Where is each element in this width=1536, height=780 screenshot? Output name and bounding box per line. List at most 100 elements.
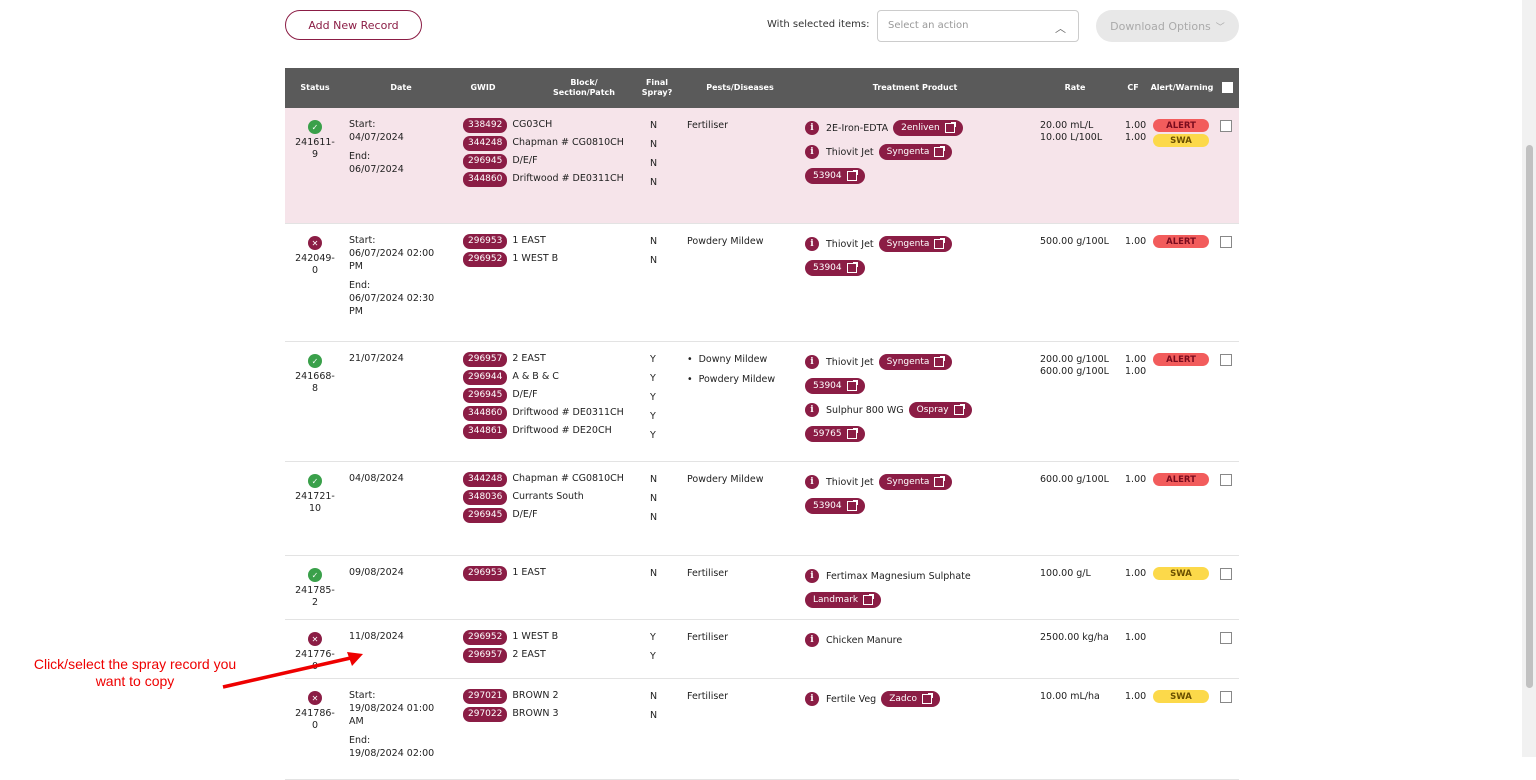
block-name: 1 WEST B [512,631,559,642]
brand-link[interactable]: Syngenta [878,354,953,370]
product-code-link[interactable]: 59765 [805,426,865,442]
row-checkbox[interactable] [1220,236,1232,248]
brand-link[interactable]: Syngenta [878,474,953,490]
info-icon[interactable]: i [805,403,819,417]
table-row[interactable]: ✕ 241786-0 Start: 19/08/2024 01:00 AM End: 19… [285,679,1239,780]
date-line: 04/07/2024 [349,132,404,143]
record-number: 241611-9 [295,137,335,160]
row-checkbox[interactable] [1220,120,1232,132]
scrollbar-thumb[interactable] [1526,145,1533,688]
info-icon[interactable]: i [805,475,819,489]
date-cell: Start: 04/07/2024 End: 06/07/2024 [349,118,449,176]
info-icon[interactable]: i [805,121,819,135]
brand-name: 2enliven [901,123,940,133]
brand-link[interactable]: Syngenta [878,236,953,252]
date-cell: 09/08/2024 [349,566,449,579]
gwid-line: 338492 CG03CH [463,118,638,133]
brand-link[interactable]: Syngenta [878,144,953,160]
date-line: End: [349,151,371,162]
final-spray-value: N [650,493,658,504]
gwid-badge: 296957 [463,352,508,367]
alert-cell: ALERT SWA [1153,119,1213,149]
block-name: Driftwood # DE20CH [512,425,612,436]
gwid-badge: 296945 [463,154,508,169]
final-spray-value: Y [650,392,656,403]
info-icon[interactable]: i [805,145,819,159]
date-line: 09/08/2024 [349,567,404,578]
row-checkbox[interactable] [1220,568,1232,580]
product-code-link[interactable]: 53904 [805,168,865,184]
chevron-up-icon: ︿ [1055,22,1066,35]
table-row[interactable]: ✓ 241668-8 21/07/2024 296957 2 EAST 296944 A &… [285,342,1239,462]
info-icon[interactable]: i [805,633,819,647]
final-spray-value: Y [650,373,656,384]
product-code-link[interactable]: 53904 [805,378,865,394]
external-link-icon [934,356,946,367]
product-code-link[interactable]: 53904 [805,260,865,276]
bulk-action-select[interactable]: Select an action ︿ [877,10,1079,42]
cf-cell: 1.00 [1125,236,1155,248]
treatment-cell: i 2E-Iron-EDTA 2enliven i Thiovit Jet Syngent… [805,118,1035,190]
info-icon[interactable]: i [805,355,819,369]
final-spray-value: Y [650,354,656,365]
gwid-badge: 296952 [463,252,508,267]
table-row[interactable]: ✕ 241776-0 11/08/2024 296952 1 WEST B 296957 2… [285,620,1239,679]
info-icon[interactable]: i [805,692,819,706]
treatment-cell: i Fertile Veg Zadco [805,689,1035,713]
col-final-spray: Final Spray? [641,78,673,97]
block-name: BROWN 3 [512,708,559,719]
cf-value: 1.00 [1125,691,1147,702]
brand-name: Syngenta [886,357,930,367]
brand-link[interactable]: Ospray [908,402,972,418]
download-options-button[interactable]: Download Options ﹀ [1096,10,1239,42]
alert-cell: SWA [1153,567,1213,582]
cf-value: 1.00 [1125,568,1147,579]
gwid-line: 296944 A & B & C [463,370,638,385]
bulk-action-placeholder: Select an action [888,20,969,31]
product-name: 2E-Iron-EDTA [826,122,889,134]
add-new-record-button[interactable]: Add New Record [285,10,422,40]
pests-cell: Fertiliser [687,567,797,587]
row-checkbox[interactable] [1220,691,1232,703]
row-checkbox[interactable] [1220,632,1232,644]
brand-link[interactable]: Zadco [881,691,941,707]
gwid-badge: 296957 [463,648,508,663]
pest-item: Downy Mildew [687,353,797,366]
row-checkbox[interactable] [1220,354,1232,366]
brand-name: Syngenta [886,147,930,157]
brand-link[interactable]: 2enliven [893,120,963,136]
product-code-link[interactable]: Landmark [805,592,882,608]
table-row[interactable]: ✕ 242049-0 Start: 06/07/2024 02:00 PM End: 06… [285,224,1239,342]
product-code-link[interactable]: 53904 [805,498,865,514]
select-all-checkbox[interactable] [1222,82,1233,93]
gwid-badge: 296953 [463,234,508,249]
rate-cell: 10.00 mL/ha [1040,691,1125,703]
download-options-label: Download Options [1110,19,1211,33]
rate-value: 100.00 g/L [1040,568,1091,579]
product-code-line: 53904 [805,166,1035,186]
external-link-icon [922,693,934,704]
info-icon[interactable]: i [805,237,819,251]
status-cell: ✕ 241786-0 [295,691,335,732]
block-name: 1 WEST B [512,253,559,264]
cf-value: 1.00 [1125,354,1147,365]
info-icon[interactable]: i [805,569,819,583]
external-link-icon [846,262,858,273]
gwid-cell: 338492 CG03CH 344248 Chapman # CG0810CH 2969… [463,118,638,190]
product-line: i Thiovit Jet Syngenta [805,142,1035,162]
date-line: 19/08/2024 02:00 [349,748,435,759]
final-spray-value: N [650,474,658,485]
gwid-cell: 296957 2 EAST 296944 A & B & C 296945 D/E/F 34… [463,352,638,442]
date-line: 19/08/2024 01:00 AM [349,703,435,727]
pest-item: Powdery Mildew [687,474,764,485]
row-checkbox[interactable] [1220,474,1232,486]
table-row[interactable]: ✓ 241611-9 Start: 04/07/2024 End: 06/07/2024 3… [285,108,1239,224]
gwid-badge: 296952 [463,630,508,645]
table-row[interactable]: ✓ 241785-2 09/08/2024 296953 1 EAST N Fertilis… [285,556,1239,620]
table-row[interactable]: ✓ 241721-10 04/08/2024 344248 Chapman # CG08… [285,462,1239,556]
gwid-badge: 344860 [463,406,508,421]
toolbar: Add New Record With selected items: Sele… [285,10,1239,42]
